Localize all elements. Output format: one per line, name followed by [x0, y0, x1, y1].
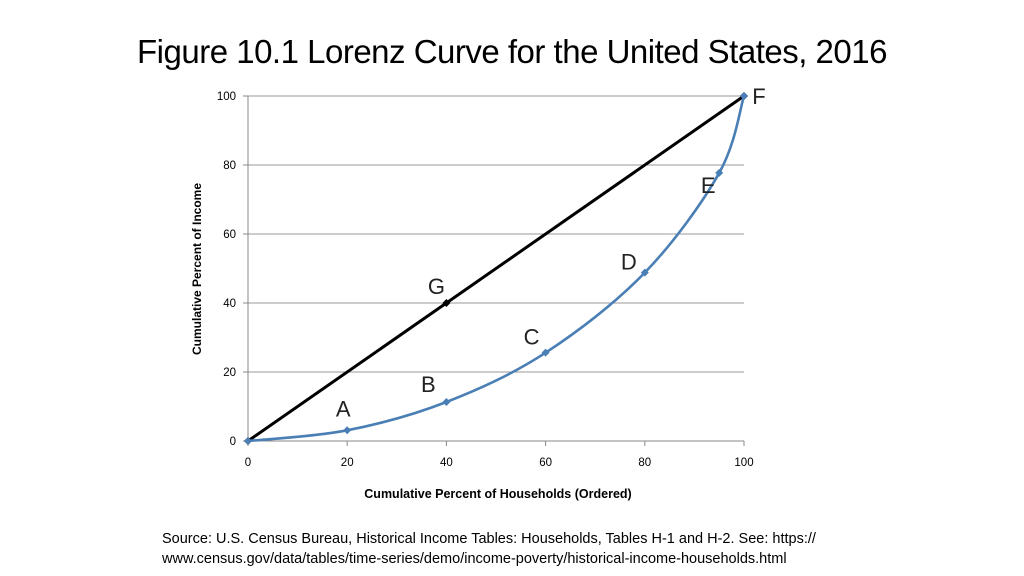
x-tick-label-40: 40	[440, 457, 453, 469]
y-tick-label-20: 20	[223, 367, 236, 379]
point-label-D: D	[621, 250, 637, 275]
point-label-E: E	[701, 173, 716, 198]
point-labels: G A B C D E F	[336, 84, 766, 421]
page-title: Figure 10.1 Lorenz Curve for the United …	[137, 33, 887, 70]
x-tick-label-0: 0	[245, 457, 251, 469]
y-tick-label-80: 80	[223, 160, 236, 172]
point-marker-1-3	[541, 348, 550, 357]
y-tick-label-0: 0	[230, 436, 236, 448]
point-label-C: C	[524, 325, 540, 350]
y-tick-label-60: 60	[223, 229, 236, 241]
point-marker-1-4	[640, 268, 649, 277]
x-tick-label-20: 20	[341, 457, 354, 469]
y-tick-label-40: 40	[223, 298, 236, 310]
series-line-0	[247, 94, 745, 443]
point-label-G: G	[428, 274, 445, 299]
axes	[243, 95, 745, 446]
grid-lines	[248, 95, 744, 373]
x-tick-label-80: 80	[638, 457, 651, 469]
point-label-B: B	[421, 372, 436, 397]
y-tick-label-100: 100	[217, 91, 236, 103]
point-label-F: F	[752, 84, 765, 109]
point-marker-1-1	[343, 426, 352, 435]
point-marker-1-5	[715, 168, 724, 177]
source-note: Source: U.S. Census Bureau, Historical I…	[162, 529, 882, 569]
source-line-2: www.census.gov/data/tables/time-series/d…	[162, 551, 787, 567]
x-tick-labels: 0 20 40 60 80 100	[245, 457, 754, 469]
point-marker-1-0	[244, 437, 252, 445]
y-tick-labels: 0 20 40 60 80 100	[217, 91, 236, 448]
y-axis-label: Cumulative Percent of Income	[190, 183, 204, 355]
point-label-A: A	[336, 396, 351, 421]
x-tick-label-100: 100	[734, 457, 753, 469]
source-line-1: Source: U.S. Census Bureau, Historical I…	[162, 531, 816, 547]
x-axis-label: Cumulative Percent of Households (Ordere…	[364, 487, 631, 501]
series	[244, 92, 748, 445]
x-tick-label-60: 60	[539, 457, 552, 469]
point-marker-1-6	[740, 92, 748, 100]
point-marker-1-2	[442, 398, 451, 407]
point-marker-0-1	[442, 299, 451, 307]
